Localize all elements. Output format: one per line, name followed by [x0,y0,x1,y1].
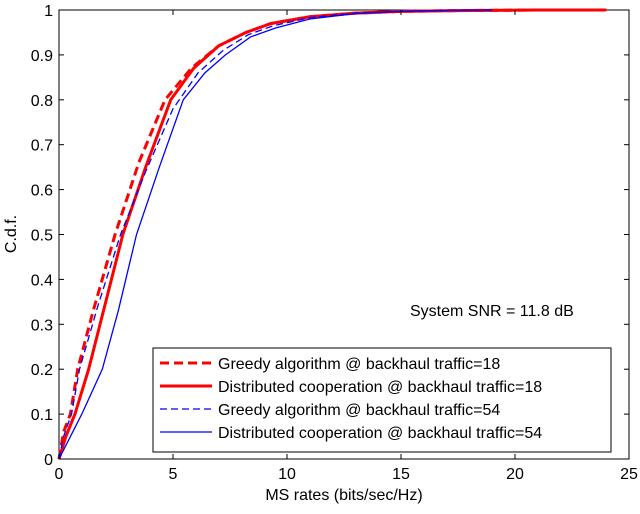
legend-label: Greedy algorithm @ backhaul traffic=18 [218,356,500,373]
y-tick-label: 0.5 [31,228,53,245]
y-axis-label: C.d.f. [3,215,20,253]
legend-label: Distributed cooperation @ backhaul traff… [218,379,542,396]
series-line-4 [58,9,493,460]
y-tick-label: 0.8 [31,93,53,110]
y-tick-label: 0.2 [31,362,53,379]
y-tick-label: 0.1 [31,407,53,424]
y-tick-label: 0.6 [31,183,53,200]
x-tick-label: 10 [278,466,296,483]
legend-label: Greedy algorithm @ backhaul traffic=54 [218,402,500,419]
x-tick-label: 25 [620,466,638,483]
y-tick-label: 0.3 [31,317,53,334]
y-tick-label: 1 [44,3,53,20]
x-tick-label: 5 [169,466,178,483]
y-tick-label: 0.9 [31,48,53,65]
y-tick-label: 0.7 [31,138,53,155]
snr-annotation: System SNR = 11.8 dB [410,303,574,320]
legend-label: Distributed cooperation @ backhaul traff… [218,425,542,442]
x-tick-label: 15 [392,466,410,483]
legend-box [152,347,612,453]
series-line-3 [58,9,493,460]
y-tick-label: 0.4 [31,272,53,289]
y-tick-label: 0 [44,452,53,469]
x-axis-label: MS rates (bits/sec/Hz) [265,487,422,504]
x-tick-label: 20 [506,466,524,483]
x-tick-label: 0 [55,466,64,483]
legend: Greedy algorithm @ backhaul traffic=18 D… [152,347,612,453]
